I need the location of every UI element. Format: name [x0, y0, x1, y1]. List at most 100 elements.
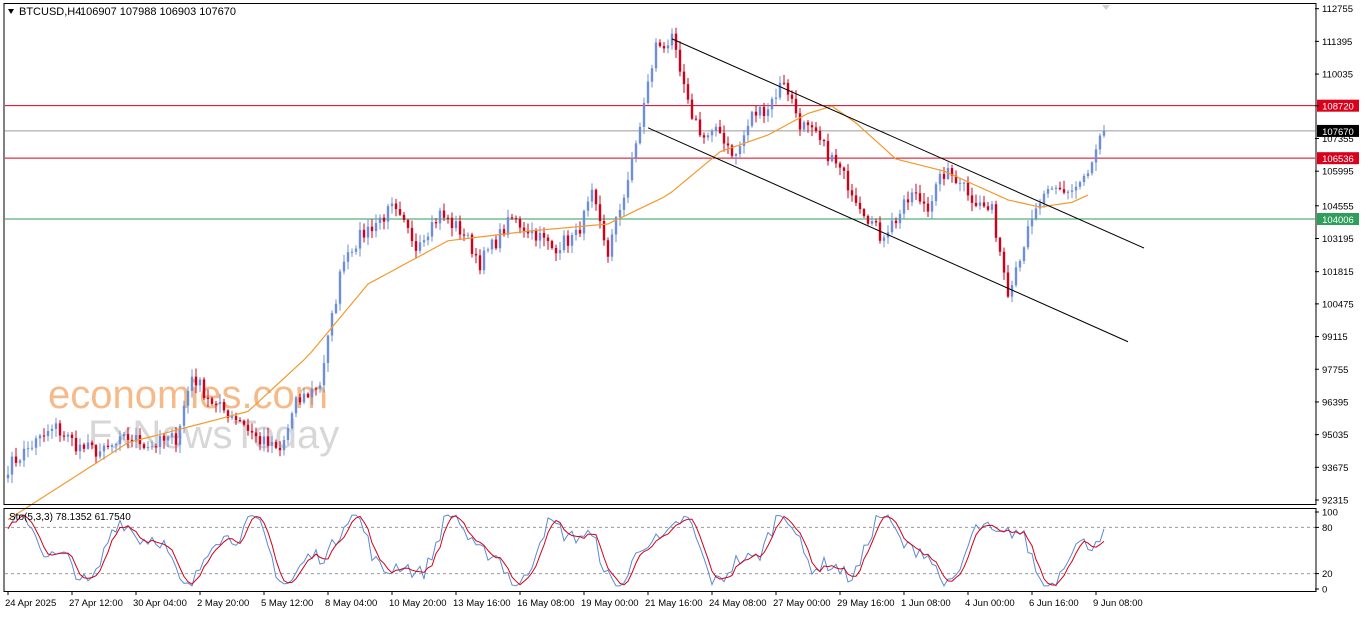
candle-body[interactable] — [678, 49, 682, 72]
candle-body[interactable] — [1086, 173, 1090, 177]
candle-body[interactable] — [966, 182, 970, 196]
candle-body[interactable] — [706, 135, 710, 138]
candle-body[interactable] — [762, 107, 766, 116]
candle-body[interactable] — [814, 127, 818, 132]
candle-body[interactable] — [662, 46, 666, 49]
candle-body[interactable] — [306, 393, 310, 398]
candle-body[interactable] — [926, 203, 930, 212]
candle-body[interactable] — [566, 235, 570, 246]
candle-body[interactable] — [238, 420, 242, 422]
candle-body[interactable] — [578, 229, 582, 234]
candle-body[interactable] — [854, 195, 858, 203]
candle-body[interactable] — [294, 397, 298, 414]
candle-body[interactable] — [290, 413, 294, 429]
candle-body[interactable] — [954, 175, 958, 183]
candle-body[interactable] — [910, 192, 914, 203]
candle-body[interactable] — [562, 235, 566, 251]
candle-body[interactable] — [162, 435, 166, 441]
candle-body[interactable] — [282, 440, 286, 451]
candle-body[interactable] — [510, 217, 514, 219]
candle-body[interactable] — [754, 111, 758, 116]
candle-body[interactable] — [758, 107, 762, 116]
candle-body[interactable] — [702, 135, 706, 138]
candle-body[interactable] — [302, 393, 306, 403]
candle-body[interactable] — [18, 460, 22, 463]
candle-body[interactable] — [574, 229, 578, 236]
collapse-arrow-icon[interactable] — [8, 9, 14, 14]
candle-body[interactable] — [122, 433, 126, 437]
candle-body[interactable] — [950, 168, 954, 176]
candle-body[interactable] — [326, 335, 330, 364]
candle-body[interactable] — [818, 131, 822, 140]
candle-body[interactable] — [6, 474, 10, 479]
candle-body[interactable] — [622, 197, 626, 210]
candle-body[interactable] — [874, 221, 878, 223]
candle-body[interactable] — [334, 303, 338, 314]
candle-body[interactable] — [526, 230, 530, 234]
candle-body[interactable] — [258, 436, 262, 445]
candle-body[interactable] — [1010, 285, 1014, 297]
candle-body[interactable] — [362, 229, 366, 238]
candle-body[interactable] — [682, 71, 686, 85]
candle-body[interactable] — [582, 210, 586, 234]
candle-body[interactable] — [654, 42, 658, 69]
candle-body[interactable] — [202, 379, 206, 398]
candle-body[interactable] — [66, 434, 70, 437]
candle-body[interactable] — [166, 436, 170, 441]
candle-body[interactable] — [178, 425, 182, 445]
candle-body[interactable] — [810, 125, 814, 128]
candle-body[interactable] — [866, 216, 870, 224]
candle-body[interactable] — [230, 416, 234, 418]
candle-body[interactable] — [1026, 226, 1030, 248]
candle-body[interactable] — [278, 447, 282, 451]
candle-body[interactable] — [514, 218, 518, 220]
candle-body[interactable] — [34, 438, 38, 448]
candle-body[interactable] — [450, 217, 454, 229]
candle-body[interactable] — [498, 229, 502, 249]
candle-body[interactable] — [70, 434, 74, 439]
candle-body[interactable] — [694, 118, 698, 120]
candle-body[interactable] — [354, 248, 358, 252]
candle-body[interactable] — [1082, 176, 1086, 183]
candle-body[interactable] — [798, 113, 802, 130]
candle-body[interactable] — [550, 241, 554, 249]
candle-body[interactable] — [530, 230, 534, 234]
stoch-signal-line[interactable] — [7, 514, 1105, 586]
candle-body[interactable] — [686, 84, 690, 100]
candle-body[interactable] — [126, 433, 130, 440]
candle-body[interactable] — [54, 423, 58, 429]
candle-body[interactable] — [394, 203, 398, 210]
candle-body[interactable] — [1018, 260, 1022, 268]
candle-body[interactable] — [22, 448, 26, 461]
candle-body[interactable] — [1034, 208, 1038, 219]
candle-body[interactable] — [570, 235, 574, 246]
candle-body[interactable] — [794, 98, 798, 114]
candle-body[interactable] — [234, 416, 238, 421]
candle-body[interactable] — [250, 430, 254, 433]
candle-body[interactable] — [246, 424, 250, 431]
candle-body[interactable] — [274, 441, 278, 448]
candle-body[interactable] — [410, 227, 414, 242]
candle-body[interactable] — [658, 42, 662, 47]
candle-body[interactable] — [634, 143, 638, 158]
candle-body[interactable] — [46, 431, 50, 437]
candle-body[interactable] — [1030, 218, 1034, 227]
candle-body[interactable] — [986, 206, 990, 210]
candle-body[interactable] — [938, 173, 942, 185]
candle-body[interactable] — [474, 253, 478, 256]
candle-body[interactable] — [346, 252, 350, 262]
candle-body[interactable] — [82, 444, 86, 449]
candle-body[interactable] — [182, 405, 186, 426]
candle-body[interactable] — [98, 451, 102, 457]
candle-body[interactable] — [218, 402, 222, 405]
candle-body[interactable] — [406, 219, 410, 228]
channel-lower-line[interactable] — [647, 127, 1129, 343]
candle-body[interactable] — [858, 202, 862, 210]
candle-body[interactable] — [674, 33, 678, 50]
candle-body[interactable] — [170, 433, 174, 437]
candle-body[interactable] — [642, 103, 646, 127]
shift-marker-icon[interactable] — [1102, 5, 1110, 10]
candle-body[interactable] — [310, 388, 314, 398]
candle-body[interactable] — [994, 204, 998, 238]
candle-body[interactable] — [478, 255, 482, 271]
